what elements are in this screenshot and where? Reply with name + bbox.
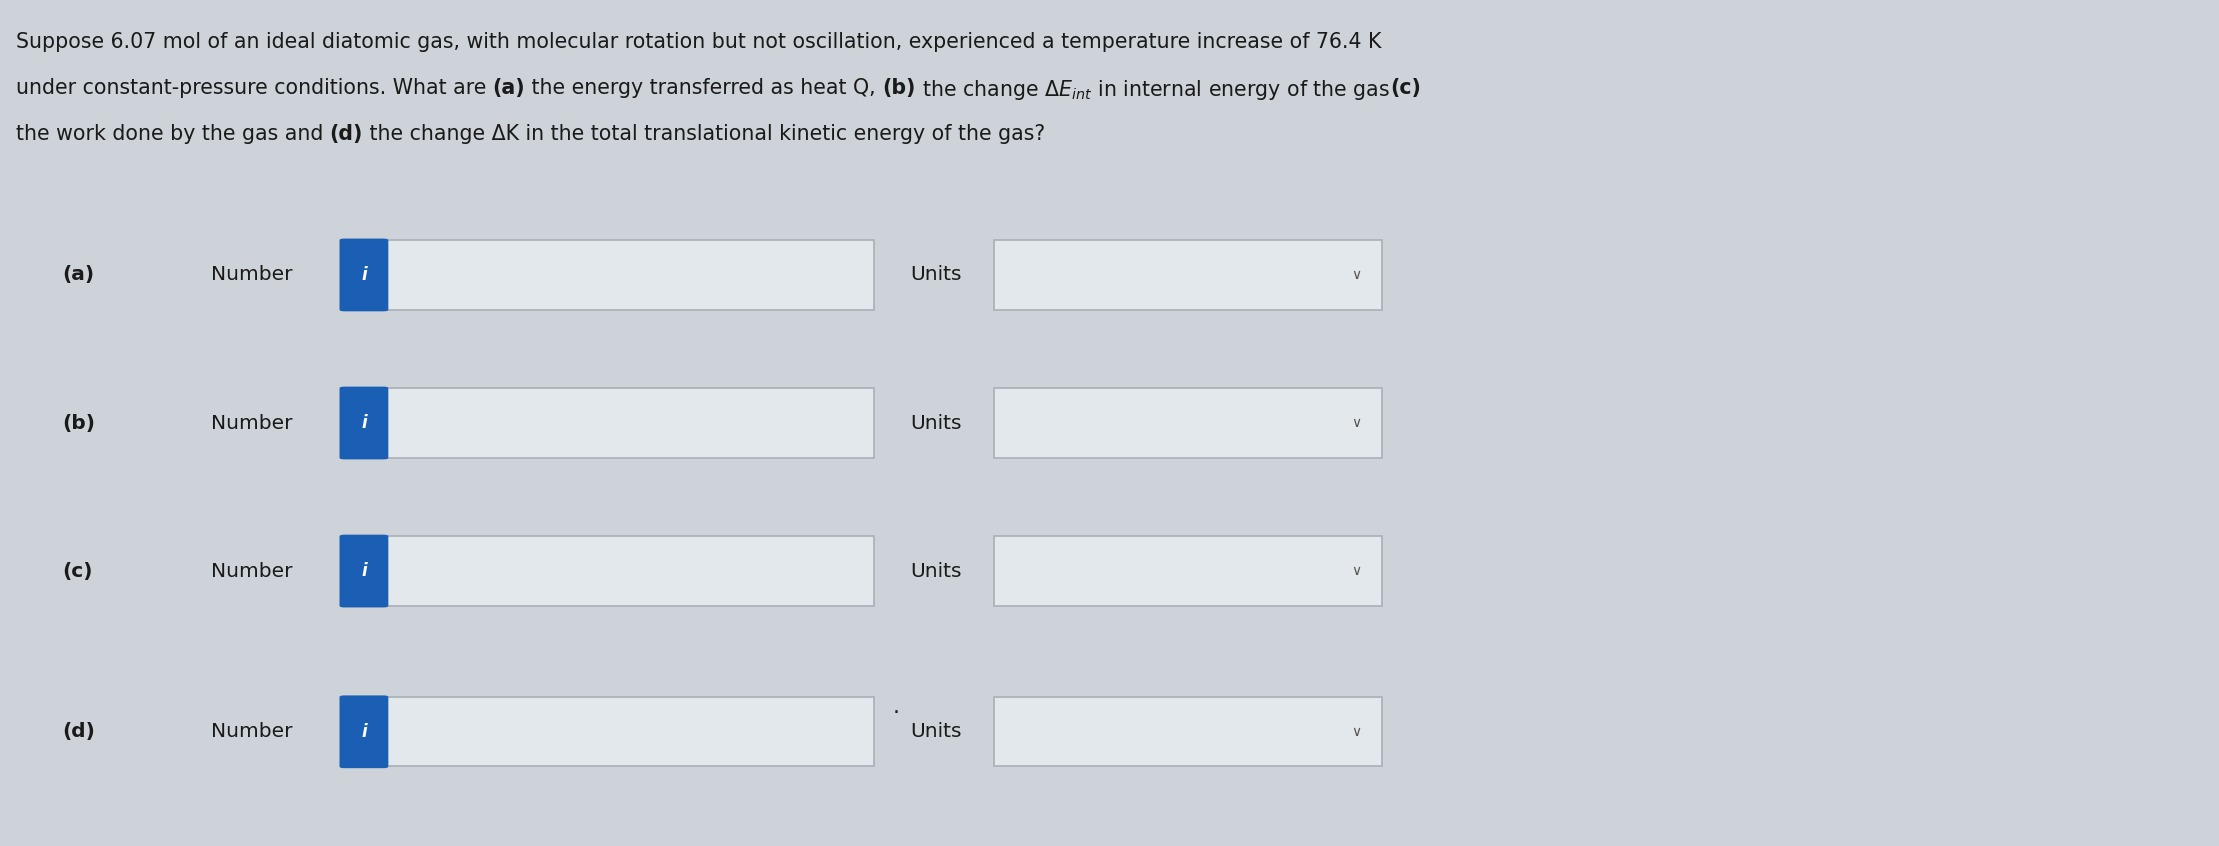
FancyBboxPatch shape — [994, 240, 1382, 310]
FancyBboxPatch shape — [340, 239, 388, 311]
Text: ·: · — [892, 703, 901, 723]
FancyBboxPatch shape — [386, 388, 874, 458]
Text: ∨: ∨ — [1351, 416, 1360, 430]
Text: Units: Units — [910, 414, 961, 432]
Text: (c): (c) — [1391, 78, 1422, 98]
FancyBboxPatch shape — [340, 535, 388, 607]
Text: Number: Number — [211, 722, 293, 741]
Text: (b): (b) — [883, 78, 916, 98]
Text: i: i — [362, 562, 366, 580]
Text: i: i — [362, 266, 366, 284]
Text: Units: Units — [910, 266, 961, 284]
FancyBboxPatch shape — [994, 697, 1382, 766]
Text: (d): (d) — [328, 124, 362, 144]
FancyBboxPatch shape — [386, 697, 874, 766]
Text: i: i — [362, 414, 366, 432]
Text: ∨: ∨ — [1351, 564, 1360, 578]
Text: (d): (d) — [62, 722, 95, 741]
Text: Number: Number — [211, 562, 293, 580]
Text: Units: Units — [910, 562, 961, 580]
Text: (c): (c) — [62, 562, 93, 580]
Text: under constant-pressure conditions. What are: under constant-pressure conditions. What… — [16, 78, 493, 98]
Text: Number: Number — [211, 414, 293, 432]
Text: ∨: ∨ — [1351, 268, 1360, 282]
Text: (b): (b) — [62, 414, 95, 432]
Text: i: i — [362, 722, 366, 741]
Text: Suppose 6.07 mol of an ideal diatomic gas, with molecular rotation but not oscil: Suppose 6.07 mol of an ideal diatomic ga… — [16, 32, 1380, 52]
FancyBboxPatch shape — [994, 388, 1382, 458]
FancyBboxPatch shape — [386, 240, 874, 310]
Text: ∨: ∨ — [1351, 725, 1360, 739]
FancyBboxPatch shape — [386, 536, 874, 606]
Text: the change ΔK in the total translational kinetic energy of the gas?: the change ΔK in the total translational… — [362, 124, 1045, 144]
Text: Number: Number — [211, 266, 293, 284]
Text: (a): (a) — [493, 78, 526, 98]
Text: the work done by the gas and: the work done by the gas and — [16, 124, 328, 144]
Text: Units: Units — [910, 722, 961, 741]
Text: the energy transferred as heat Q,: the energy transferred as heat Q, — [526, 78, 883, 98]
Text: the change $\Delta E_{int}$ in internal energy of the gas: the change $\Delta E_{int}$ in internal … — [916, 78, 1391, 102]
FancyBboxPatch shape — [340, 387, 388, 459]
FancyBboxPatch shape — [340, 695, 388, 768]
Text: (a): (a) — [62, 266, 93, 284]
FancyBboxPatch shape — [994, 536, 1382, 606]
